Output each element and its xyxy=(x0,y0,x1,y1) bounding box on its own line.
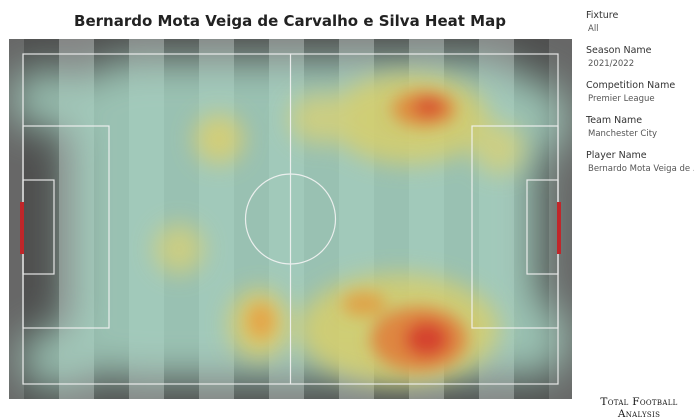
filter-team-name[interactable]: Team Name Manchester City xyxy=(586,115,694,139)
filter-value[interactable]: All xyxy=(588,24,599,34)
right-goal xyxy=(557,202,561,254)
filter-label: Competition Name xyxy=(586,80,676,91)
left-goal xyxy=(20,202,24,254)
brand-logo: Total Football Analysis xyxy=(600,396,678,420)
filter-value[interactable]: 2021/2022 xyxy=(588,59,635,69)
filter-value[interactable]: Premier League xyxy=(588,94,655,104)
filter-label: Player Name xyxy=(586,150,647,161)
filter-value[interactable]: Bernardo Mota Veiga de .. xyxy=(588,164,694,174)
filter-label: Fixture xyxy=(586,10,619,21)
heat-layer-high xyxy=(247,91,467,371)
filter-player-name[interactable]: Player Name Bernardo Mota Veiga de .. xyxy=(586,150,694,174)
filter-fixture[interactable]: Fixture All xyxy=(586,10,694,34)
filter-value[interactable]: Manchester City xyxy=(588,129,658,139)
filter-season-name[interactable]: Season Name 2021/2022 xyxy=(586,45,694,69)
heat-map-pitch xyxy=(9,39,572,399)
centre-circle xyxy=(244,173,337,265)
chart-title: Bernardo Mota Veiga de Carvalho e Silva … xyxy=(74,12,506,30)
filter-label: Season Name xyxy=(586,45,652,56)
filter-label: Team Name xyxy=(586,115,643,126)
filter-panel: Fixture All Season Name 2021/2022 Compet… xyxy=(586,10,694,185)
filter-competition-name[interactable]: Competition Name Premier League xyxy=(586,80,694,104)
